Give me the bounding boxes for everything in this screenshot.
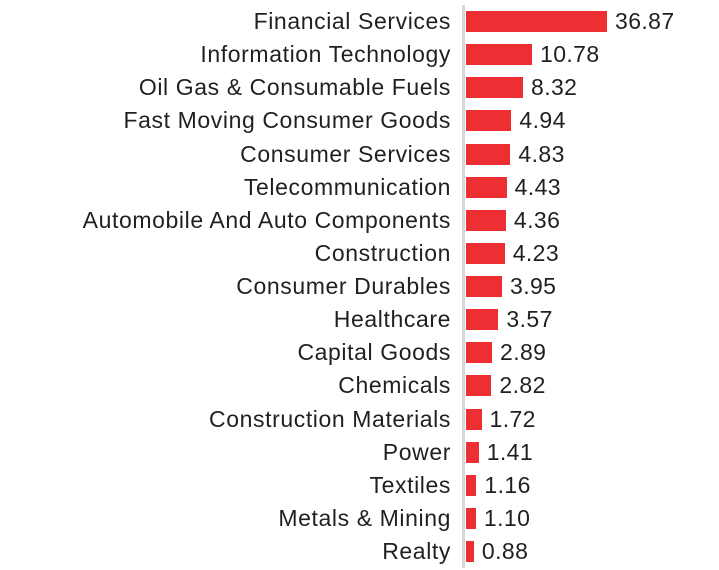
category-label: Healthcare xyxy=(333,306,451,333)
bar-area: 3.95 xyxy=(462,270,719,304)
bar xyxy=(466,474,477,496)
category-label: Information Technology xyxy=(200,41,451,68)
bar-area: 4.83 xyxy=(462,137,719,171)
value-label: 4.83 xyxy=(518,140,565,167)
bar xyxy=(466,375,492,397)
chart-row: Consumer Services 4.83 xyxy=(0,137,719,171)
value-label: 8.32 xyxy=(531,74,578,101)
value-label: 1.16 xyxy=(484,471,531,498)
chart-row: Consumer Durables 3.95 xyxy=(0,270,719,304)
bar-area: 10.78 xyxy=(462,38,719,72)
chart-row: Power 1.41 xyxy=(0,435,719,469)
chart-row: Financial Services 36.87 xyxy=(0,5,719,39)
category-label: Fast Moving Consumer Goods xyxy=(123,107,451,134)
value-label: 4.23 xyxy=(512,239,560,266)
value-label: 3.95 xyxy=(510,273,557,300)
bar-area: 1.41 xyxy=(462,435,719,469)
category-label: Chemicals xyxy=(338,372,451,399)
bar xyxy=(466,309,499,331)
value-label: 1.10 xyxy=(483,504,531,531)
bar-area: 4.23 xyxy=(462,236,719,270)
bar xyxy=(466,11,607,33)
value-label: 3.57 xyxy=(506,306,553,333)
bar xyxy=(466,507,476,529)
category-label: Textiles xyxy=(369,471,451,498)
value-label: 2.89 xyxy=(500,339,547,366)
bar-area: 1.72 xyxy=(462,402,719,436)
category-label: Telecommunication xyxy=(243,173,451,200)
category-label: Consumer Durables xyxy=(236,273,451,300)
bar-area: 36.87 xyxy=(462,5,719,39)
chart-row: Healthcare 3.57 xyxy=(0,303,719,337)
bar-area: 3.57 xyxy=(462,303,719,337)
bar xyxy=(466,242,505,264)
bar-area: 4.36 xyxy=(462,203,719,237)
value-label: 4.36 xyxy=(513,206,561,233)
value-label: 4.43 xyxy=(514,173,561,200)
value-label: 1.72 xyxy=(489,405,536,432)
chart-row: Fast Moving Consumer Goods 4.94 xyxy=(0,104,719,138)
bar xyxy=(466,209,506,231)
bar xyxy=(466,176,507,198)
bar xyxy=(466,77,523,99)
category-label: Financial Services xyxy=(253,8,451,35)
category-label: Construction xyxy=(314,239,451,266)
chart-row: Oil Gas & Consumable Fuels 8.32 xyxy=(0,71,719,105)
chart-row: Capital Goods 2.89 xyxy=(0,336,719,370)
bar xyxy=(466,441,479,463)
category-label: Construction Materials xyxy=(208,405,451,432)
bar xyxy=(466,408,482,430)
bar-area: 8.32 xyxy=(462,71,719,105)
value-label: 2.82 xyxy=(499,372,546,399)
value-label: 36.87 xyxy=(615,8,675,35)
value-label: 10.78 xyxy=(540,41,600,68)
bar-area: 1.10 xyxy=(462,501,719,535)
chart-row: Information Technology 10.78 xyxy=(0,38,719,72)
chart-row: Chemicals 2.82 xyxy=(0,369,719,403)
value-label: 0.88 xyxy=(481,538,529,565)
chart-row: Construction 4.23 xyxy=(0,236,719,270)
chart-rows: Financial Services 36.87 Information Tec… xyxy=(0,5,719,569)
bar xyxy=(466,342,492,364)
category-label: Power xyxy=(382,438,451,465)
bar xyxy=(466,276,502,298)
category-label: Capital Goods xyxy=(297,339,451,366)
bar xyxy=(466,44,532,66)
category-label: Metals & Mining xyxy=(278,504,451,531)
bar xyxy=(466,143,511,165)
chart-row: Automobile And Auto Components 4.36 xyxy=(0,203,719,237)
chart-row: Realty 0.88 xyxy=(0,535,719,569)
bar xyxy=(466,110,512,132)
bar xyxy=(466,541,474,563)
chart-row: Metals & Mining 1.10 xyxy=(0,501,719,535)
bar-area: 2.89 xyxy=(462,336,719,370)
bar-area: 4.94 xyxy=(462,104,719,138)
category-label: Oil Gas & Consumable Fuels xyxy=(138,74,451,101)
value-label: 1.41 xyxy=(486,438,534,465)
chart-row: Construction Materials 1.72 xyxy=(0,402,719,436)
category-label: Consumer Services xyxy=(240,140,451,167)
value-label: 4.94 xyxy=(519,107,566,134)
bar-area: 2.82 xyxy=(462,369,719,403)
category-label: Realty xyxy=(382,538,451,565)
category-label: Automobile And Auto Components xyxy=(82,206,451,233)
bar-area: 4.43 xyxy=(462,170,719,204)
bar-area: 1.16 xyxy=(462,468,719,502)
bar-area: 0.88 xyxy=(462,535,719,569)
chart-row: Textiles 1.16 xyxy=(0,468,719,502)
chart-row: Telecommunication 4.43 xyxy=(0,170,719,204)
